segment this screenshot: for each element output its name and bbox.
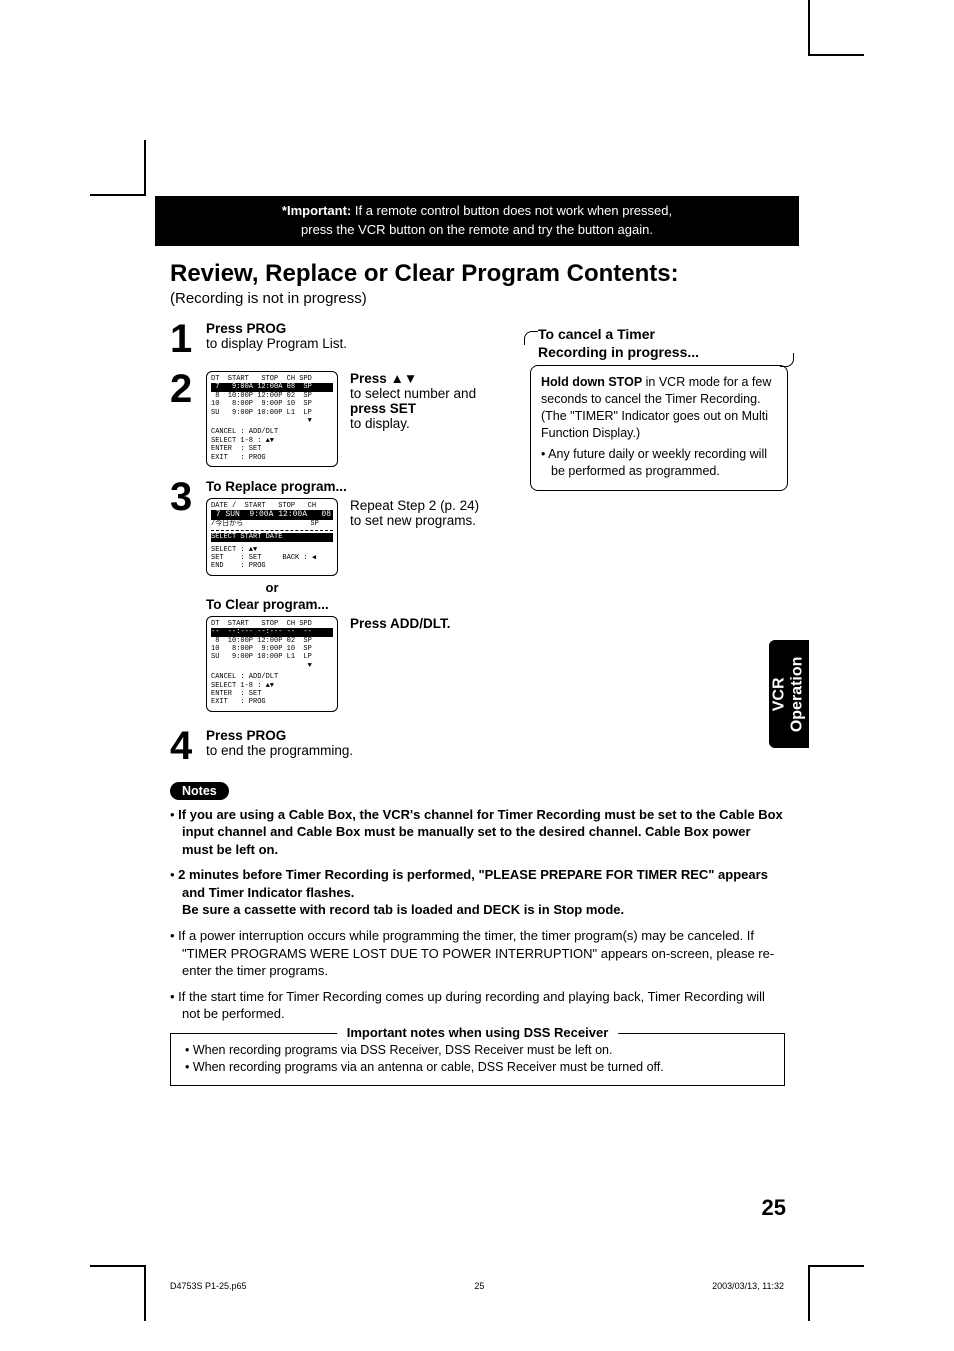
step-3-clear-title: To Clear program... bbox=[206, 597, 785, 612]
osd-cmd: SET : SET BACK : ◀ bbox=[211, 554, 333, 562]
step-4-number: 4 bbox=[170, 728, 206, 764]
cancel-hold-stop: Hold down STOP bbox=[541, 375, 642, 389]
notes-item: 2 minutes before Timer Recording is perf… bbox=[170, 866, 785, 919]
dss-item: When recording programs via an antenna o… bbox=[185, 1059, 770, 1077]
section-tab: VCR Operation bbox=[769, 640, 809, 748]
osd-cmd: SELECT 1-8 : ▲▼ bbox=[211, 437, 333, 445]
crop-mark bbox=[90, 140, 146, 196]
osd-row: ▼ bbox=[211, 662, 333, 670]
step-2-text: Press ▲▼ to select number and press SET … bbox=[350, 371, 476, 431]
step-4-body: to end the programming. bbox=[206, 743, 353, 758]
osd-row: SU 9:00P 10:00P L1 LP bbox=[211, 653, 333, 661]
tab-line2: Operation bbox=[789, 656, 806, 732]
step-3-repeat-text: Repeat Step 2 (p. 24) to set new program… bbox=[350, 498, 479, 528]
osd-program-list: DT START STOP CH SPD 7 9:00A 12:00A 08 S… bbox=[206, 371, 338, 467]
step-3-repeat2: to set new programs. bbox=[350, 513, 476, 528]
notes-item: If a power interruption occurs while pro… bbox=[170, 927, 785, 980]
footer: D4753S P1-25.p65 25 2003/03/13, 11:32 bbox=[170, 1281, 784, 1291]
step-4: 4 Press PROG to end the programming. bbox=[170, 728, 785, 764]
step-1-body: to display Program List. bbox=[206, 336, 347, 351]
osd-cmd: SELECT 1-8 : ▲▼ bbox=[211, 682, 333, 690]
footer-timestamp: 2003/03/13, 11:32 bbox=[712, 1281, 784, 1291]
crop-mark bbox=[808, 0, 864, 56]
osd-row: ▼ bbox=[211, 417, 333, 425]
important-line2: press the VCR button on the remote and t… bbox=[301, 222, 653, 237]
cancel-h2: Recording in progress... bbox=[538, 344, 699, 360]
dss-title: Important notes when using DSS Receiver bbox=[337, 1025, 619, 1040]
crop-mark bbox=[90, 1265, 146, 1321]
crop-mark bbox=[808, 1265, 864, 1321]
osd-replace: DATE / START STOP CH 7 SUN 9:00A 12:00A … bbox=[206, 498, 338, 576]
dss-box: Important notes when using DSS Receiver … bbox=[170, 1033, 785, 1086]
osd-bar: SELECT START DATE bbox=[211, 533, 333, 541]
osd-cmd: CANCEL : ADD/DLT bbox=[211, 428, 333, 436]
osd-cmd: EXIT : PROG bbox=[211, 698, 333, 706]
osd-cmd: SELECT : ▲▼ bbox=[211, 546, 333, 554]
osd-clear: DT START STOP CH SPD -- --:--- --:--- --… bbox=[206, 616, 338, 712]
notes-list: If you are using a Cable Box, the VCR's … bbox=[170, 806, 785, 1023]
notes-text: If a power interruption occurs while pro… bbox=[178, 928, 774, 978]
notes-item: If the start time for Timer Recording co… bbox=[170, 988, 785, 1023]
notes-text: 2 minutes before Timer Recording is perf… bbox=[178, 867, 768, 900]
notes-label: Notes bbox=[170, 782, 229, 800]
footer-page: 25 bbox=[474, 1281, 484, 1291]
step-3-repeat1: Repeat Step 2 (p. 24) bbox=[350, 498, 479, 513]
cancel-body: Hold down STOP in VCR mode for a few sec… bbox=[530, 365, 788, 490]
notes-text: If the start time for Timer Recording co… bbox=[178, 989, 765, 1022]
cancel-h1: To cancel a Timer bbox=[538, 326, 655, 342]
osd-cmd: EXIT : PROG bbox=[211, 454, 333, 462]
step-1-title: Press PROG bbox=[206, 321, 286, 336]
important-label: *Important: bbox=[282, 203, 351, 218]
osd-cmd: ENTER : SET bbox=[211, 445, 333, 453]
or-label: or bbox=[206, 580, 338, 595]
osd-highlight-row: -- --:--- --:--- -- -- bbox=[211, 628, 333, 636]
cancel-timer-box: To cancel a Timer Recording in progress.… bbox=[530, 325, 788, 491]
osd-highlight-row: 7 9:00A 12:00A 08 SP bbox=[211, 383, 333, 391]
step-2-line4: to display. bbox=[350, 416, 410, 431]
notes-text: If you are using a Cable Box, the VCR's … bbox=[178, 807, 783, 857]
osd-row: SU 9:00P 10:00P L1 LP bbox=[211, 409, 333, 417]
footer-filename: D4753S P1-25.p65 bbox=[170, 1281, 247, 1291]
osd-cmd: END : PROG bbox=[211, 562, 333, 570]
osd-header: DT START STOP CH SPD bbox=[211, 375, 333, 383]
dss-item: When recording programs via DSS Receiver… bbox=[185, 1042, 770, 1060]
cancel-b2: (The "TIMER" Indicator goes out on Multi… bbox=[541, 409, 768, 440]
page-heading: Review, Replace or Clear Program Content… bbox=[170, 260, 785, 288]
notes-item: If you are using a Cable Box, the VCR's … bbox=[170, 806, 785, 859]
step-3: 3 To Replace program... DATE / START STO… bbox=[170, 479, 785, 712]
osd-header: DT START STOP CH SPD bbox=[211, 620, 333, 628]
osd-row: 10 8:00P 9:00P 10 SP bbox=[211, 400, 333, 408]
notes-text: Be sure a cassette with record tab is lo… bbox=[182, 902, 624, 917]
step-1-number: 1 bbox=[170, 321, 206, 357]
osd-header: DATE / START STOP CH bbox=[211, 502, 333, 510]
osd-row: /今日から SP bbox=[211, 520, 333, 528]
osd-highlight-row: 7 SUN 9:00A 12:00A 08 bbox=[211, 510, 333, 520]
osd-row: 8 10:00P 12:00P 02 SP bbox=[211, 392, 333, 400]
cancel-heading: To cancel a Timer Recording in progress.… bbox=[530, 325, 788, 365]
step-2-press-set: press SET bbox=[350, 401, 416, 416]
page-number: 25 bbox=[762, 1195, 786, 1221]
osd-cmd: ENTER : SET bbox=[211, 690, 333, 698]
osd-cmd: CANCEL : ADD/DLT bbox=[211, 673, 333, 681]
osd-row: 8 10:00P 12:00P 02 SP bbox=[211, 637, 333, 645]
press-add-dlt: Press ADD/DLT. bbox=[350, 616, 451, 631]
page-subheading: (Recording is not in progress) bbox=[170, 290, 785, 307]
tab-line1: VCR bbox=[771, 677, 788, 711]
step-2-number: 2 bbox=[170, 371, 206, 407]
osd-row: 10 8:00P 9:00P 10 SP bbox=[211, 645, 333, 653]
step-2-press-arrows: Press ▲▼ bbox=[350, 371, 417, 386]
step-4-title: Press PROG bbox=[206, 728, 286, 743]
cancel-li: Any future daily or weekly recording wil… bbox=[541, 446, 777, 480]
step-2-line2: to select number and bbox=[350, 386, 476, 401]
step-3-number: 3 bbox=[170, 479, 206, 515]
important-banner: *Important: If a remote control button d… bbox=[155, 196, 799, 246]
important-line1: If a remote control button does not work… bbox=[351, 203, 672, 218]
